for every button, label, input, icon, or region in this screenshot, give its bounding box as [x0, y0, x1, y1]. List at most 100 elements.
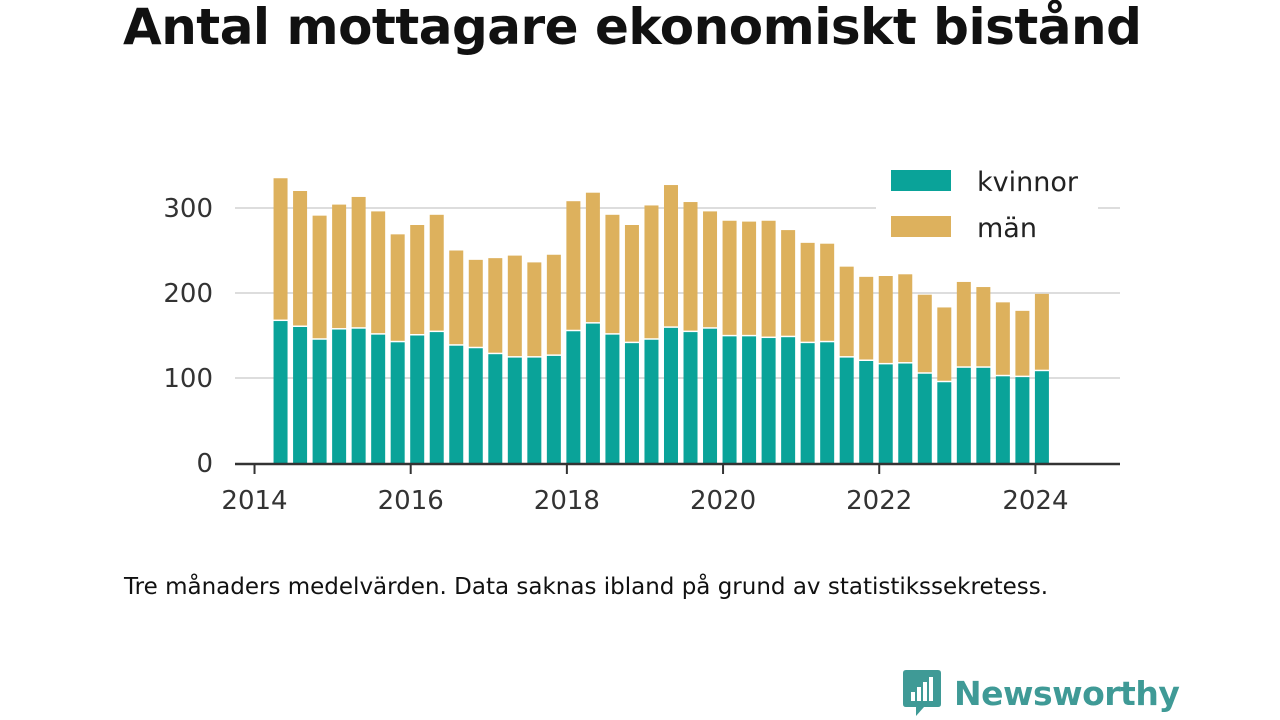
bar-kvinnor [585, 323, 600, 463]
bar-kvinnor [410, 335, 425, 463]
bar-man [1034, 293, 1049, 370]
bar-kvinnor [332, 329, 347, 463]
footnote: Tre månaders medelvärden. Data saknas ib… [124, 574, 1049, 600]
bar-kvinnor [312, 339, 327, 463]
axes: 0 100 200 300 2014 2016 2018 2020 2022 2024 [163, 194, 1120, 516]
bar-kvinnor [644, 339, 659, 463]
bar-kvinnor [390, 342, 405, 463]
bar-kvinnor [1015, 377, 1030, 463]
x-tick-label: 2014 [221, 486, 287, 516]
bar-man [683, 202, 698, 331]
bar-kvinnor [703, 328, 718, 463]
legend: kvinnor män [876, 158, 1098, 258]
legend-swatch-man [891, 216, 951, 237]
bar-kvinnor [293, 327, 308, 463]
bar-kvinnor [898, 363, 913, 463]
bar-kvinnor [781, 337, 796, 463]
bar-man [468, 259, 483, 347]
bar-man [351, 196, 366, 328]
bar-kvinnor [468, 348, 483, 463]
bar-man [293, 191, 308, 326]
bar-man [742, 221, 757, 335]
y-tick-label: 200 [163, 279, 213, 309]
legend-swatch-kvinnor [891, 170, 951, 191]
bar-man [995, 302, 1010, 375]
bar-kvinnor [820, 342, 835, 463]
bar-man [605, 214, 620, 334]
bar-man [859, 276, 874, 360]
y-tick-label: 0 [196, 449, 213, 479]
bar-kvinnor [1034, 371, 1049, 463]
bar-man [585, 192, 600, 323]
bar-man [527, 262, 542, 357]
bar-kvinnor [273, 321, 288, 463]
bar-kvinnor [995, 376, 1010, 463]
legend-label-man: män [977, 213, 1037, 244]
x-tick-label: 2020 [690, 486, 756, 516]
bar-kvinnor [800, 343, 815, 463]
bar-kvinnor [488, 354, 503, 463]
bar-man [839, 266, 854, 357]
bar-kvinnor [937, 382, 952, 463]
bar-man [644, 205, 659, 339]
x-tick-label: 2016 [378, 486, 444, 516]
x-tick-label: 2018 [534, 486, 600, 516]
newsworthy-logo-icon [903, 670, 941, 716]
bar-kvinnor [546, 355, 561, 463]
bar-kvinnor [527, 357, 542, 463]
bar-kvinnor [507, 357, 522, 463]
x-tick-label: 2024 [1002, 486, 1068, 516]
bar-kvinnor [624, 343, 639, 463]
brand-logo: Newsworthy [902, 668, 1180, 718]
bar-man [663, 185, 678, 327]
bar-man [488, 258, 503, 353]
bar-man [429, 214, 444, 331]
bar-man [781, 230, 796, 336]
bar-kvinnor [566, 331, 581, 463]
bar-man [976, 287, 991, 367]
chart-title: Antal mottagare ekonomiskt bistånd [123, 0, 1142, 56]
bar-kvinnor [429, 332, 444, 463]
bar-man [956, 281, 971, 367]
bar-man [761, 220, 776, 337]
legend-label-kvinnor: kvinnor [977, 167, 1079, 198]
bar-kvinnor [878, 364, 893, 463]
bar-kvinnor [605, 334, 620, 463]
bar-man [410, 225, 425, 334]
brand-name: Newsworthy [954, 673, 1180, 713]
bar-kvinnor [371, 334, 386, 463]
bar-kvinnor [917, 373, 932, 463]
bar-kvinnor [663, 327, 678, 463]
bar-kvinnor [742, 336, 757, 463]
bar-man [820, 243, 835, 341]
bar-kvinnor [449, 345, 464, 463]
bar-man [937, 307, 952, 381]
bar-kvinnor [956, 367, 971, 463]
y-tick-label: 300 [163, 194, 213, 224]
bar-man [449, 250, 464, 345]
bar-man [390, 234, 405, 341]
bar-man [624, 225, 639, 342]
bar-kvinnor [351, 328, 366, 463]
bar-man [371, 211, 386, 334]
bar-man [332, 204, 347, 329]
bars [273, 178, 1049, 463]
bar-man [312, 215, 327, 339]
bar-kvinnor [839, 357, 854, 463]
bar-man [273, 178, 288, 320]
bar-man [546, 254, 561, 355]
bar-man [722, 220, 737, 335]
bar-man [800, 242, 815, 342]
bar-man [917, 294, 932, 373]
bar-kvinnor [859, 361, 874, 463]
bar-kvinnor [722, 336, 737, 463]
x-tick-label: 2022 [846, 486, 912, 516]
bar-man [898, 274, 913, 363]
bar-kvinnor [761, 338, 776, 463]
bar-man [1015, 310, 1030, 376]
y-tick-label: 100 [163, 364, 213, 394]
bar-man [703, 211, 718, 328]
bar-man [566, 201, 581, 330]
bar-kvinnor [976, 367, 991, 463]
